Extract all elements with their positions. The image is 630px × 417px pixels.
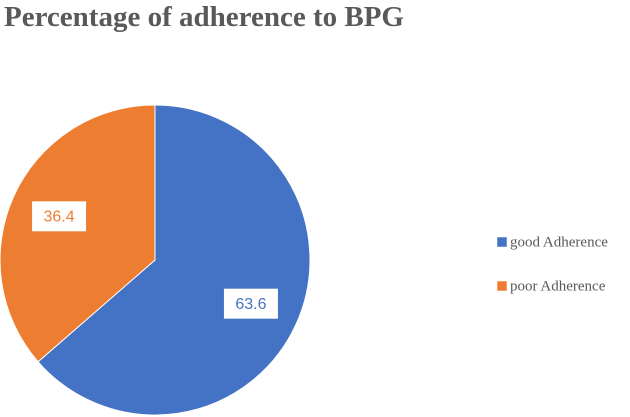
legend-marker xyxy=(496,280,508,292)
legend-label: good Adherence xyxy=(510,234,608,250)
pie-slice xyxy=(0,104,156,363)
data-label-box xyxy=(30,199,89,234)
pie-slice xyxy=(37,104,311,416)
chart-title: Percentage of adherence to BPG xyxy=(4,1,404,33)
data-label: 63.6 xyxy=(235,296,266,313)
data-label-box xyxy=(221,286,280,321)
data-label: 36.4 xyxy=(44,209,75,226)
legend-marker xyxy=(496,236,508,248)
legend-label: poor Adherence xyxy=(510,278,606,294)
